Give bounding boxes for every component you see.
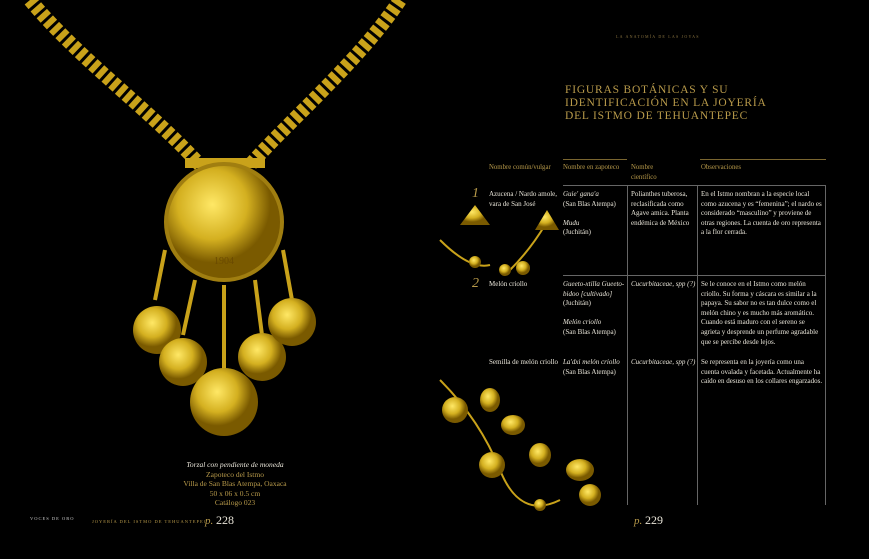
cell-zapotec-name: Guie' gana'a (San Blas Atempa) Mudu (Juchi… [563,190,616,237]
cell-scientific-name: Cucurbitaceae, spp (?) [631,358,696,366]
caption-line: Catálogo 023 [214,498,256,508]
cell-zapotec-name: La'dxi melón criollo (San Blas Atempa) [563,358,620,376]
cell-observations: En el Istmo nombran a la especie local c… [701,190,822,237]
header-observations: Observaciones [701,164,742,171]
cell-common-name: Azucena / Nardo amole, vara de San José [489,190,558,208]
page-number-left: p. 228 [205,513,234,527]
coin-year: 1904 [214,256,234,267]
cell-observations: Se le conoce en el Istmo como melón crio… [701,280,819,346]
coin-pendant: 1904 [133,158,316,436]
cell-zapotec-name: Gueeto-xtilla Gueeto-bidoo [cultivado] (J… [563,280,625,336]
caption-line: Zapoteco del Istmo [206,469,264,479]
row-number: 1 [472,186,479,201]
page-title: FIGURAS BOTÁNICAS Y SU IDENTIFICACIÓN EN … [565,84,767,122]
cell-observations: Se representa en la joyería como una cue… [701,358,823,386]
row-number: 2 [472,276,479,291]
header-scientific-name: Nombre científico [631,164,657,181]
melon-necklace [439,379,601,511]
cell-common-name: Melón criollo [489,280,528,288]
running-head: La anatomía de las joyas [616,34,700,39]
header-common-name: Nombre común/vulgar [489,164,551,171]
caption-line: 50 x 06 x 0.5 cm [209,488,261,498]
footer-book-title: Voces de oro [30,516,75,521]
page-number-right: p. 229 [634,513,663,527]
azucena-beads [439,205,559,276]
photo-caption: Torzal con pendiente de moneda Zapoteco … [150,460,320,508]
rope-chain [24,0,406,170]
footer-subtitle: Joyería del Istmo de Tehuantepec [92,519,208,524]
cell-scientific-name: Cucurbitaceae, spp (?) [631,280,696,288]
cell-common-name: Semilla de melón criollo [489,358,559,366]
header-zapotec-name: Nombre en zapoteco [563,164,620,171]
cell-scientific-name: Polianthes tuberosa, reclasificada como … [631,190,690,227]
caption-line: Villa de San Blas Atempa, Oaxaca [183,479,287,489]
caption-title: Torzal con pendiente de moneda [186,460,284,469]
